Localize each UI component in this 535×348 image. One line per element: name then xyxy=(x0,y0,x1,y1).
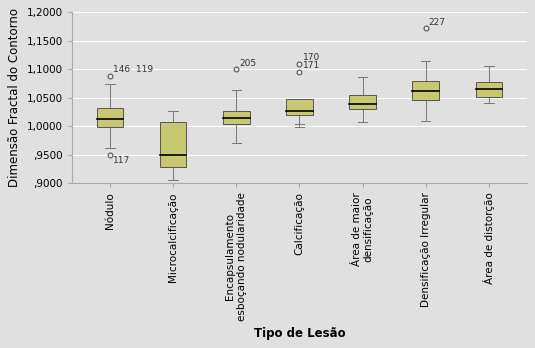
Text: 171: 171 xyxy=(303,62,320,70)
Y-axis label: Dimensão Fractal do Contorno: Dimensão Fractal do Contorno xyxy=(9,8,21,187)
Text: 146  119: 146 119 xyxy=(113,65,154,74)
Bar xyxy=(349,95,376,109)
Text: 227: 227 xyxy=(429,17,446,26)
Text: 170: 170 xyxy=(303,54,320,62)
Text: 205: 205 xyxy=(240,58,257,68)
Bar xyxy=(223,111,249,124)
Bar xyxy=(476,82,502,97)
Text: 117: 117 xyxy=(113,157,131,165)
X-axis label: Tipo de Lesão: Tipo de Lesão xyxy=(254,327,345,340)
Bar xyxy=(412,81,439,100)
Bar xyxy=(286,100,312,115)
Bar xyxy=(160,122,186,167)
Bar xyxy=(97,108,123,127)
